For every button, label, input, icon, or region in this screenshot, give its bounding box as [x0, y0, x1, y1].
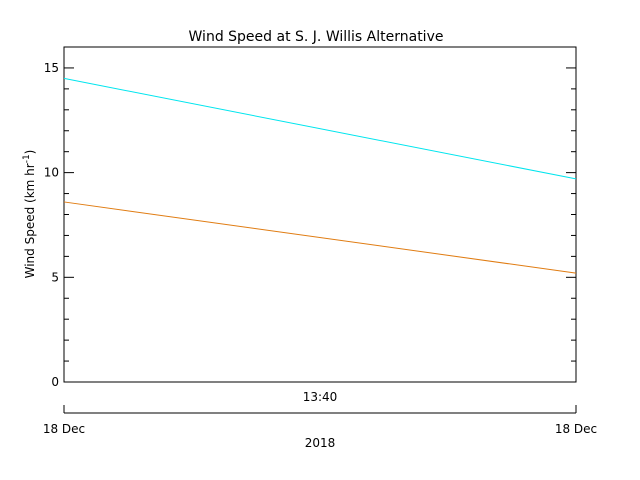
series-layer — [63, 77, 577, 274]
y-tick-label: 5 — [51, 270, 59, 284]
x-axis-year-label: 2018 — [305, 436, 336, 450]
series-line-2 — [63, 201, 577, 274]
series-line-1 — [63, 77, 577, 180]
x-tick-label-time: 13:40 — [303, 390, 338, 404]
x-tick-label-date-left: 18 Dec — [43, 422, 85, 436]
x-tick-label-date-right: 18 Dec — [555, 422, 597, 436]
chart-title: Wind Speed at S. J. Willis Alternative — [189, 29, 444, 45]
y-axis-ticks: 0 5 10 15 — [44, 46, 576, 389]
plot-frame — [63, 46, 577, 383]
y-axis-label-superscript: -1 — [22, 154, 32, 163]
y-tick-label: 15 — [44, 61, 59, 75]
y-tick-label: 0 — [51, 375, 59, 389]
y-axis-label-close: ) — [23, 150, 37, 155]
y-axis-label: Wind Speed (km hr-1) — [22, 150, 37, 279]
y-axis-label-main: Wind Speed (km hr — [23, 163, 37, 278]
y-tick-label: 10 — [44, 166, 59, 180]
